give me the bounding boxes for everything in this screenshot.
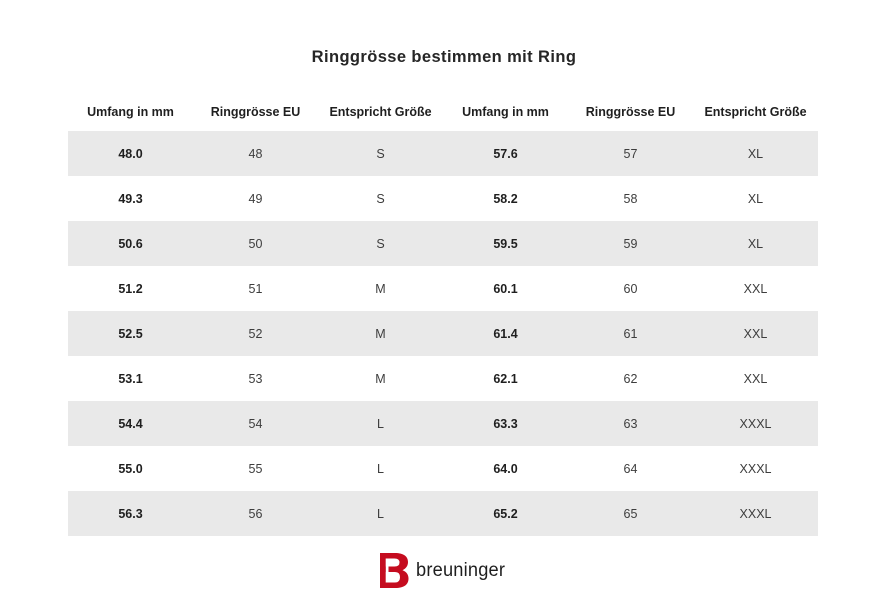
size-cell: XXXL <box>739 416 772 431</box>
size-cell: 64 <box>623 461 638 476</box>
size-cell: 52 <box>248 326 263 341</box>
size-cell: XXXL <box>739 506 772 521</box>
size-cell: 50 <box>248 236 263 251</box>
size-cell: M <box>375 326 386 341</box>
size-cell: XXXL <box>739 461 772 476</box>
column-header: Ringgrösse EU <box>210 105 301 119</box>
breuninger-b-icon <box>380 553 409 588</box>
size-cell: 60 <box>623 281 638 296</box>
size-cell: 65 <box>623 506 638 521</box>
page-title: Ringgrösse bestimmen mit Ring <box>311 48 577 66</box>
size-cell: 49 <box>248 191 263 206</box>
table-row: 53.1 53 M 62.1 62 XXL <box>68 356 818 401</box>
size-cell: L <box>377 416 384 431</box>
size-cell: 51 <box>248 281 263 296</box>
table-row: 51.2 51 M 60.1 60 XXL <box>68 266 818 311</box>
circumference-cell: 59.5 <box>493 236 518 251</box>
circumference-cell: 52.5 <box>118 326 143 341</box>
circumference-cell: 62.1 <box>493 371 518 386</box>
column-header: Umfang in mm <box>462 105 549 119</box>
circumference-cell: 58.2 <box>493 191 518 206</box>
size-cell: XXL <box>743 281 768 296</box>
circumference-cell: 49.3 <box>118 191 143 206</box>
circumference-cell: 55.0 <box>118 461 143 476</box>
table-header-row: Umfang in mm Ringgrösse EU Entspricht Größ… <box>68 93 818 131</box>
table-row: 54.4 54 L 63.3 63 XXXL <box>68 401 818 446</box>
circumference-cell: 56.3 <box>118 506 143 521</box>
circumference-cell: 57.6 <box>493 146 518 161</box>
size-cell: S <box>376 236 385 251</box>
size-cell: 48 <box>248 146 263 161</box>
circumference-cell: 64.0 <box>493 461 518 476</box>
circumference-cell: 65.2 <box>493 506 518 521</box>
size-cell: S <box>376 146 385 161</box>
circumference-cell: 61.4 <box>493 326 518 341</box>
table-row: 56.3 56 L 65.2 65 XXXL <box>68 491 818 536</box>
circumference-cell: 63.3 <box>493 416 518 431</box>
circumference-cell: 53.1 <box>118 371 143 386</box>
circumference-cell: 60.1 <box>493 281 518 296</box>
table-row: 48.0 48 S 57.6 57 XL <box>68 131 818 176</box>
size-cell: 58 <box>623 191 638 206</box>
table-row: 50.6 50 S 59.5 59 XL <box>68 221 818 266</box>
size-cell: XL <box>747 236 764 251</box>
size-cell: 53 <box>248 371 263 386</box>
ring-size-table: Umfang in mm Ringgrösse EU Entspricht Größ… <box>68 93 818 536</box>
size-cell: XL <box>747 146 764 161</box>
size-cell: 54 <box>248 416 263 431</box>
size-cell: 57 <box>623 146 638 161</box>
size-cell: XXL <box>743 326 768 341</box>
brand-wordmark: breuninger <box>416 559 506 581</box>
size-cell: S <box>376 191 385 206</box>
column-header: Entspricht Größe <box>704 105 807 119</box>
size-cell: 62 <box>623 371 638 386</box>
circumference-cell: 48.0 <box>118 146 143 161</box>
circumference-cell: 54.4 <box>118 416 143 431</box>
size-cell: L <box>377 461 384 476</box>
size-cell: 55 <box>248 461 263 476</box>
size-cell: 63 <box>623 416 638 431</box>
table-row: 55.0 55 L 64.0 64 XXXL <box>68 446 818 491</box>
size-cell: 59 <box>623 236 638 251</box>
size-cell: L <box>377 506 384 521</box>
size-cell: XXL <box>743 371 768 386</box>
circumference-cell: 51.2 <box>118 281 143 296</box>
brand-logo: breuninger <box>0 552 888 589</box>
size-cell: XL <box>747 191 764 206</box>
circumference-cell: 50.6 <box>118 236 143 251</box>
size-cell: 56 <box>248 506 263 521</box>
column-header: Entspricht Größe <box>329 105 432 119</box>
size-cell: M <box>375 281 386 296</box>
size-cell: 61 <box>623 326 638 341</box>
table-row: 49.3 49 S 58.2 58 XL <box>68 176 818 221</box>
column-header: Umfang in mm <box>87 105 174 119</box>
size-cell: M <box>375 371 386 386</box>
column-header: Ringgrösse EU <box>585 105 676 119</box>
table-row: 52.5 52 M 61.4 61 XXL <box>68 311 818 356</box>
